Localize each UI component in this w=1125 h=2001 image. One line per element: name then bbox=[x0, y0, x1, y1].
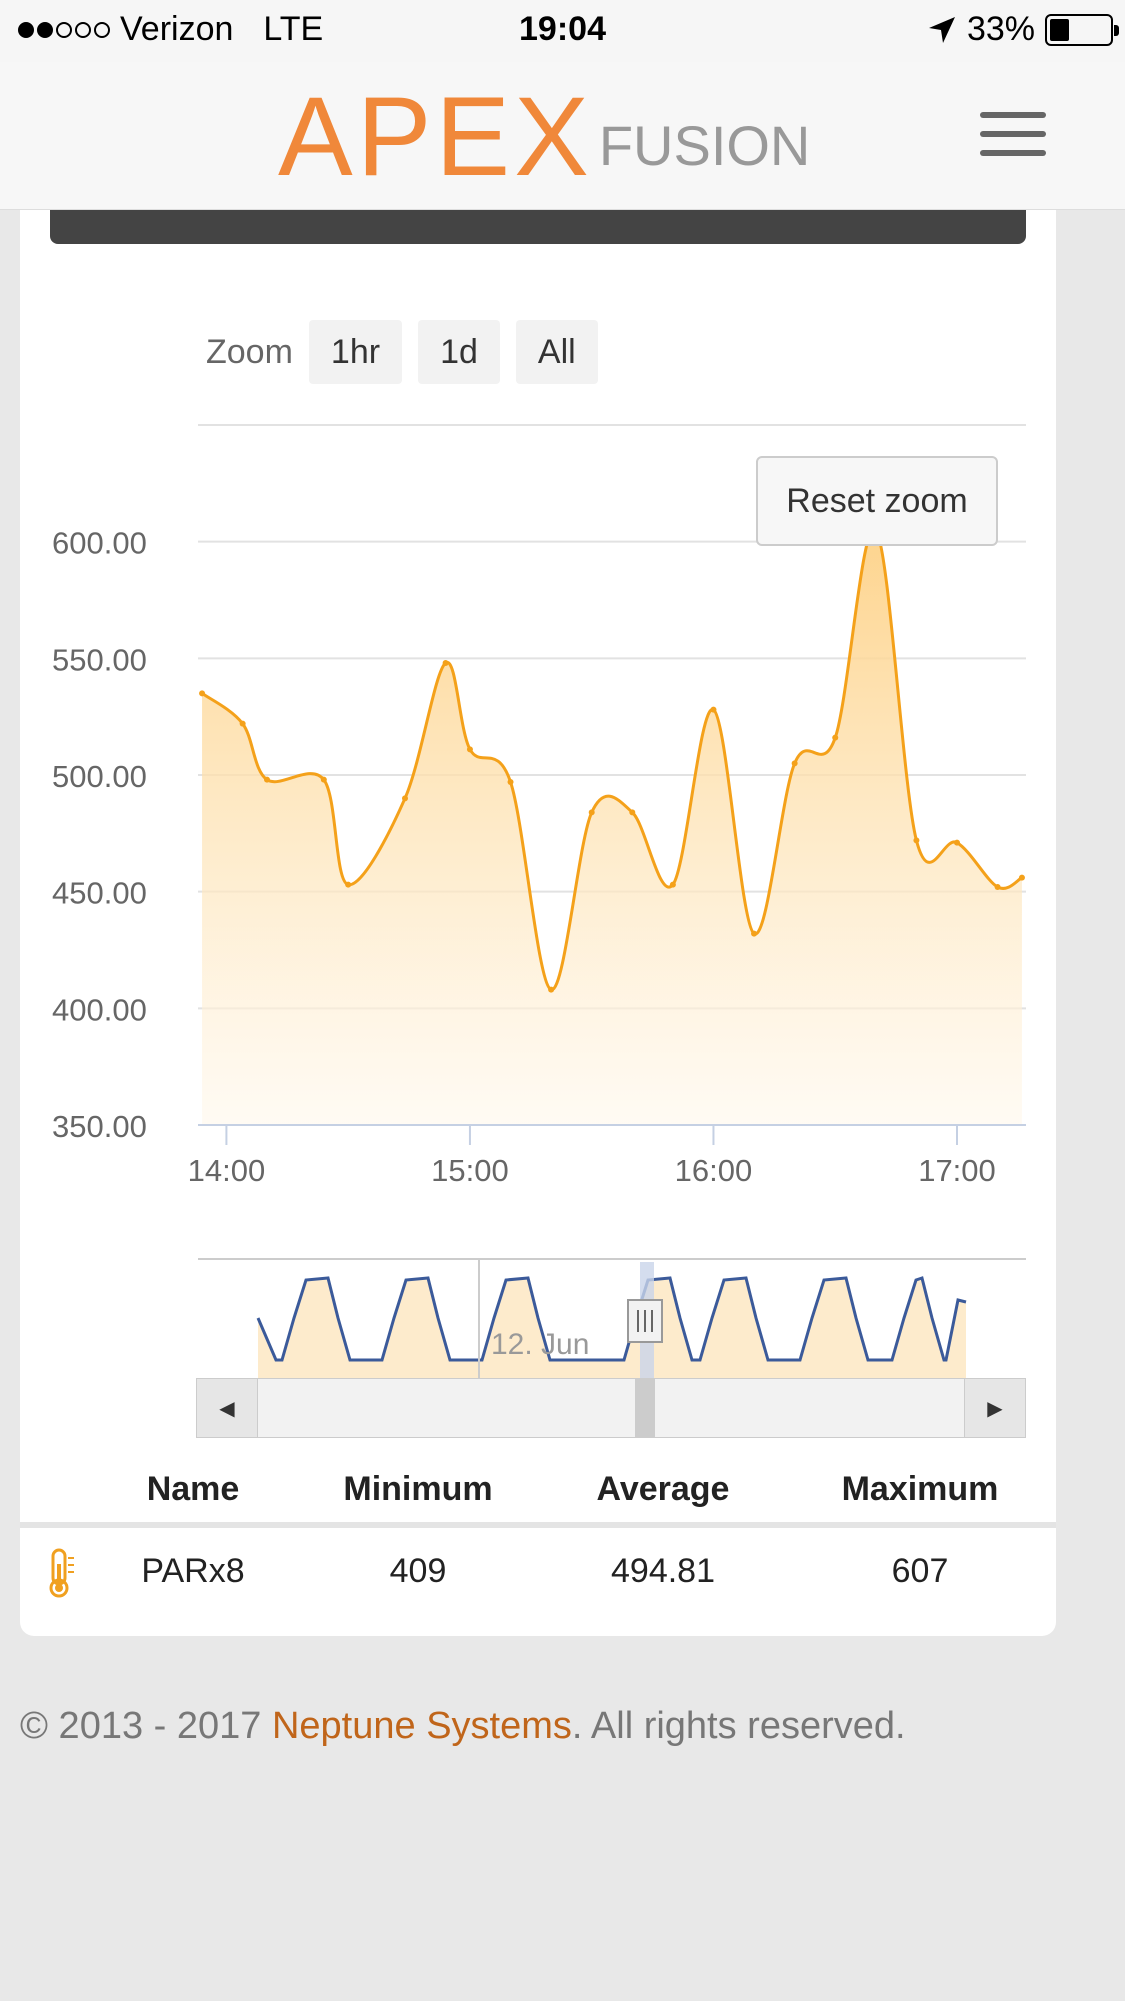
series-line bbox=[201, 527, 1023, 992]
x-tick-label: 14:00 bbox=[188, 1153, 266, 1188]
signal-strength-icon bbox=[18, 21, 110, 38]
zoom-label: Zoom bbox=[206, 332, 293, 371]
navigator-line bbox=[256, 1276, 967, 1362]
logo-fusion-text: FUSION bbox=[598, 114, 811, 177]
footer-rights: . All rights reserved. bbox=[571, 1705, 906, 1747]
data-point[interactable] bbox=[791, 760, 798, 767]
status-time: 19:04 bbox=[519, 10, 606, 48]
x-tick-label: 15:00 bbox=[431, 1153, 509, 1188]
status-right: 33% bbox=[927, 10, 1119, 49]
data-point[interactable] bbox=[199, 690, 206, 697]
data-point[interactable] bbox=[954, 839, 960, 846]
data-point[interactable] bbox=[1018, 874, 1025, 881]
stats-table-header: Name Minimum Average Maximum bbox=[20, 1460, 1056, 1528]
carrier-name: Verizon bbox=[120, 10, 234, 48]
data-point[interactable] bbox=[994, 884, 1001, 890]
apex-fusion-logo[interactable]: APEX FUSION bbox=[278, 74, 811, 199]
x-tick-label: 16:00 bbox=[675, 1153, 753, 1188]
data-point[interactable] bbox=[239, 720, 246, 727]
row-name: PARx8 bbox=[141, 1552, 245, 1590]
y-tick-label: 500.00 bbox=[52, 759, 147, 794]
y-tick-label: 400.00 bbox=[52, 992, 147, 1027]
data-point[interactable] bbox=[320, 776, 327, 783]
status-bar: Verizon LTE 19:04 33% bbox=[0, 0, 1125, 62]
location-arrow-icon bbox=[928, 16, 955, 43]
header-average: Average bbox=[596, 1470, 730, 1508]
data-point[interactable] bbox=[507, 779, 514, 785]
data-point[interactable] bbox=[588, 809, 595, 816]
x-tick-label: 17:00 bbox=[918, 1153, 996, 1188]
data-point[interactable] bbox=[669, 881, 676, 888]
logo-apex-text: APEX bbox=[278, 74, 593, 199]
data-point[interactable] bbox=[913, 837, 920, 844]
zoom-1d-button[interactable]: 1d bbox=[418, 320, 500, 384]
y-tick-label: 450.00 bbox=[52, 876, 147, 911]
footer-copyright: © 2013 - 2017 bbox=[20, 1705, 272, 1747]
data-point[interactable] bbox=[751, 930, 758, 937]
data-point[interactable] bbox=[629, 809, 636, 816]
neptune-systems-link[interactable]: Neptune Systems bbox=[271, 1705, 572, 1747]
navigator-area bbox=[258, 1278, 966, 1378]
row-maximum: 607 bbox=[891, 1552, 949, 1590]
zoom-1hr-button[interactable]: 1hr bbox=[308, 320, 403, 384]
row-average: 494.81 bbox=[611, 1552, 715, 1590]
header-name: Name bbox=[146, 1470, 240, 1508]
scroll-right-button[interactable]: ▶ bbox=[964, 1378, 1026, 1438]
data-point[interactable] bbox=[710, 706, 717, 713]
chart-card: Zoom 1hr 1d All 600.00 550.00 500.00 450.00… bbox=[20, 210, 1056, 1636]
header-maximum: Maximum bbox=[841, 1470, 999, 1508]
data-point[interactable] bbox=[402, 795, 408, 802]
par-chart[interactable]: 600.00 550.00 500.00 450.00 400.00 350.00 14:… bbox=[20, 210, 1056, 1380]
status-left: Verizon LTE bbox=[18, 10, 323, 49]
row-minimum: 409 bbox=[389, 1552, 447, 1590]
y-tick-label: 600.00 bbox=[52, 526, 147, 561]
footer: © 2013 - 2017 Neptune Systems. All right… bbox=[20, 1705, 906, 1748]
header-minimum: Minimum bbox=[343, 1470, 493, 1508]
navigator-date-label: 12. Jun bbox=[491, 1328, 589, 1361]
battery-icon bbox=[1045, 13, 1119, 46]
network-type: LTE bbox=[263, 10, 324, 48]
scrollbar-thumb[interactable] bbox=[635, 1379, 655, 1437]
chart-scrollbar[interactable]: ◀ ▶ bbox=[196, 1378, 1026, 1438]
data-point[interactable] bbox=[442, 660, 449, 666]
navigator[interactable]: 12. Jun bbox=[198, 1258, 1026, 1378]
hamburger-icon[interactable] bbox=[980, 112, 1046, 156]
app-header: APEX FUSION bbox=[0, 62, 1125, 210]
y-tick-label: 350.00 bbox=[52, 1109, 147, 1144]
series-area bbox=[202, 528, 1022, 1125]
y-tick-label: 550.00 bbox=[52, 642, 147, 677]
data-point[interactable] bbox=[345, 881, 352, 888]
data-point[interactable] bbox=[548, 986, 555, 993]
data-point[interactable] bbox=[466, 746, 473, 753]
table-row[interactable]: PARx8 409 494.81 607 bbox=[20, 1528, 1056, 1618]
scroll-left-button[interactable]: ◀ bbox=[196, 1378, 258, 1438]
thermometer-icon bbox=[49, 1548, 74, 1598]
zoom-controls: Zoom 1hr 1d All bbox=[206, 320, 598, 384]
data-point[interactable] bbox=[832, 734, 839, 741]
data-point[interactable] bbox=[264, 776, 270, 783]
zoom-all-button[interactable]: All bbox=[515, 320, 598, 384]
stats-table: Name Minimum Average Maximum PARx8 409 4… bbox=[20, 1460, 1056, 1618]
card-title-bar bbox=[50, 210, 1026, 244]
reset-zoom-button[interactable]: Reset zoom bbox=[756, 456, 998, 546]
battery-percent: 33% bbox=[966, 10, 1035, 48]
